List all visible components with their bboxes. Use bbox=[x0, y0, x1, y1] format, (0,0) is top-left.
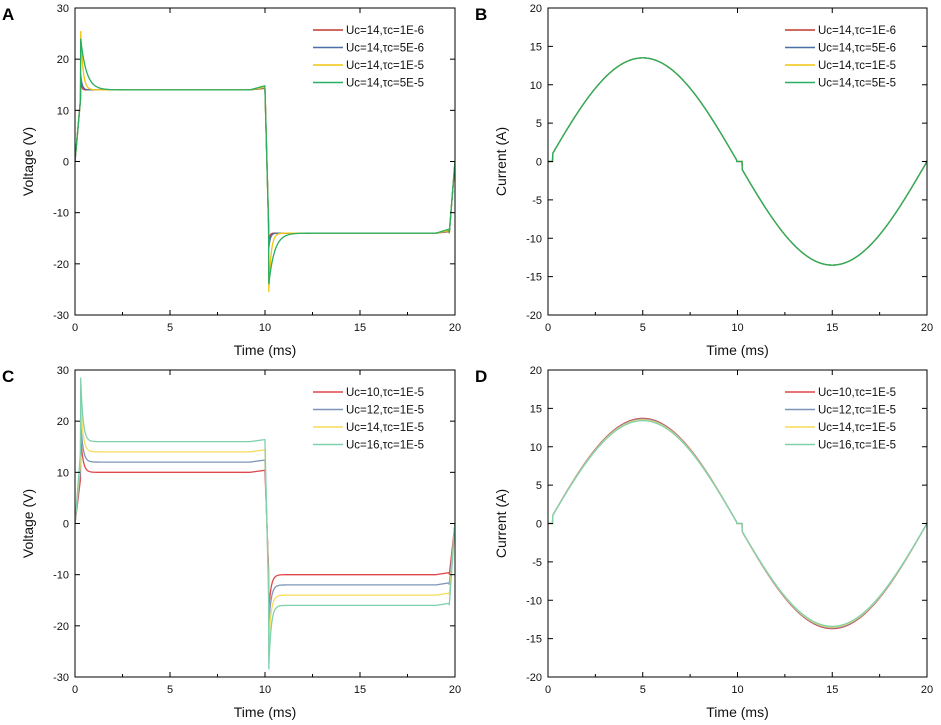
y-tick-label: 10 bbox=[530, 442, 542, 454]
y-axis-title: Current (A) bbox=[493, 127, 509, 196]
y-tick-label: 0 bbox=[63, 157, 69, 169]
y-tick-label: -15 bbox=[526, 272, 542, 284]
series-line-c-3 bbox=[75, 400, 455, 647]
legend-label: Uc=16,τc=1E-5 bbox=[818, 440, 896, 452]
y-tick-label: -30 bbox=[53, 310, 69, 322]
x-axis-title: Time (ms) bbox=[234, 342, 296, 358]
y-tick-label: 0 bbox=[536, 157, 542, 169]
series-line-a-4 bbox=[75, 38, 455, 285]
chart-panel-d: 0 5 10 15 20 -20 -15 -10 -5 0 5 10 15 20 Time (ms) Curr… bbox=[475, 365, 933, 720]
y-tick-label: 20 bbox=[530, 3, 542, 15]
y-tick-label: 20 bbox=[57, 54, 69, 66]
legend-label: Uc=12,τc=1E-5 bbox=[346, 405, 424, 417]
y-tick-label: -5 bbox=[532, 557, 542, 569]
x-tick-label: 20 bbox=[449, 322, 461, 334]
legend-label: Uc=16,τc=1E-5 bbox=[346, 440, 424, 452]
x-tick-label: 5 bbox=[167, 322, 173, 334]
y-tick-label: -10 bbox=[526, 233, 542, 245]
legend-label: Uc=10,τc=1E-5 bbox=[818, 387, 896, 399]
x-tick-label: 15 bbox=[354, 322, 366, 334]
x-tick-label: 15 bbox=[826, 322, 838, 334]
y-tick-label: 20 bbox=[530, 365, 542, 377]
y-tick-label: -10 bbox=[53, 570, 69, 582]
legend-label: Uc=14,τc=1E-5 bbox=[818, 60, 896, 72]
x-tick-label: 15 bbox=[826, 684, 838, 696]
chart-panel-a: 0 5 10 15 20 -30 -20 -10 0 10 20 30 Time (ms) Voltage… bbox=[2, 3, 461, 358]
y-tick-label: -15 bbox=[526, 634, 542, 646]
y-tick-label: -20 bbox=[526, 672, 542, 684]
y-tick-label: 30 bbox=[57, 3, 69, 15]
x-tick-label: 10 bbox=[259, 322, 271, 334]
legend-label: Uc=14,τc=1E-5 bbox=[346, 60, 424, 72]
y-tick-label: 0 bbox=[536, 519, 542, 531]
y-tick-label: 5 bbox=[536, 118, 542, 130]
x-axis-title: Time (ms) bbox=[706, 342, 768, 358]
y-tick-label: 30 bbox=[57, 365, 69, 377]
legend-label: Uc=14,τc=5E-6 bbox=[818, 43, 896, 55]
y-axis-title: Current (A) bbox=[493, 489, 509, 558]
legend-label: Uc=14,τc=5E-5 bbox=[818, 78, 896, 90]
legend-label: Uc=14,τc=5E-5 bbox=[346, 78, 424, 90]
panel-letter: B bbox=[475, 5, 487, 24]
x-tick-label: 20 bbox=[921, 684, 933, 696]
x-tick-label: 5 bbox=[640, 684, 646, 696]
y-tick-label: 15 bbox=[530, 403, 542, 415]
y-tick-label: -20 bbox=[53, 621, 69, 633]
y-tick-label: 20 bbox=[57, 416, 69, 428]
y-tick-label: 0 bbox=[63, 519, 69, 531]
x-tick-label: 15 bbox=[354, 684, 366, 696]
y-tick-label: -20 bbox=[526, 310, 542, 322]
y-tick-label: 10 bbox=[57, 467, 69, 479]
legend-label: Uc=14,τc=1E-6 bbox=[346, 25, 424, 37]
legend-label: Uc=14,τc=1E-6 bbox=[818, 25, 896, 37]
chart-panel-b: 0 5 10 15 20 -20 -15 -10 -5 0 5 10 15 20 Time (ms) Curr… bbox=[475, 3, 933, 358]
x-axis-title: Time (ms) bbox=[234, 704, 296, 720]
series-line-d-4 bbox=[548, 420, 927, 628]
legend-label: Uc=14,τc=5E-6 bbox=[346, 43, 424, 55]
panel-letter: C bbox=[2, 367, 14, 386]
y-tick-label: -10 bbox=[53, 208, 69, 220]
legend-label: Uc=10,τc=1E-5 bbox=[346, 387, 424, 399]
y-tick-label: -5 bbox=[532, 195, 542, 207]
panel-letter: A bbox=[2, 5, 14, 24]
legend-label: Uc=12,τc=1E-5 bbox=[818, 405, 896, 417]
x-tick-label: 0 bbox=[545, 322, 551, 334]
x-tick-label: 0 bbox=[545, 684, 551, 696]
y-tick-label: -10 bbox=[526, 595, 542, 607]
x-axis-title: Time (ms) bbox=[706, 704, 768, 720]
x-tick-label: 10 bbox=[259, 684, 271, 696]
y-tick-label: -20 bbox=[53, 259, 69, 271]
x-tick-label: 0 bbox=[72, 322, 78, 334]
x-tick-label: 20 bbox=[921, 322, 933, 334]
y-axis-title: Voltage (V) bbox=[20, 489, 36, 558]
y-tick-label: 10 bbox=[57, 105, 69, 117]
y-tick-label: -30 bbox=[53, 672, 69, 684]
y-tick-label: 5 bbox=[536, 480, 542, 492]
series-line-c-4 bbox=[75, 377, 455, 670]
x-tick-label: 5 bbox=[167, 684, 173, 696]
x-tick-label: 10 bbox=[731, 322, 743, 334]
y-axis-title: Voltage (V) bbox=[20, 127, 36, 196]
legend-label: Uc=14,τc=1E-5 bbox=[346, 422, 424, 434]
y-tick-label: 10 bbox=[530, 80, 542, 92]
legend-label: Uc=14,τc=1E-5 bbox=[818, 422, 896, 434]
series-line-b-4 bbox=[548, 57, 927, 266]
x-tick-label: 10 bbox=[731, 684, 743, 696]
x-tick-label: 20 bbox=[449, 684, 461, 696]
panel-letter: D bbox=[475, 367, 487, 386]
x-tick-label: 5 bbox=[640, 322, 646, 334]
chart-panel-c: 0 5 10 15 20 -30 -20 -10 0 10 20 30 Time (ms) Voltage… bbox=[2, 365, 461, 720]
y-tick-label: 15 bbox=[530, 41, 542, 53]
x-tick-label: 0 bbox=[72, 684, 78, 696]
